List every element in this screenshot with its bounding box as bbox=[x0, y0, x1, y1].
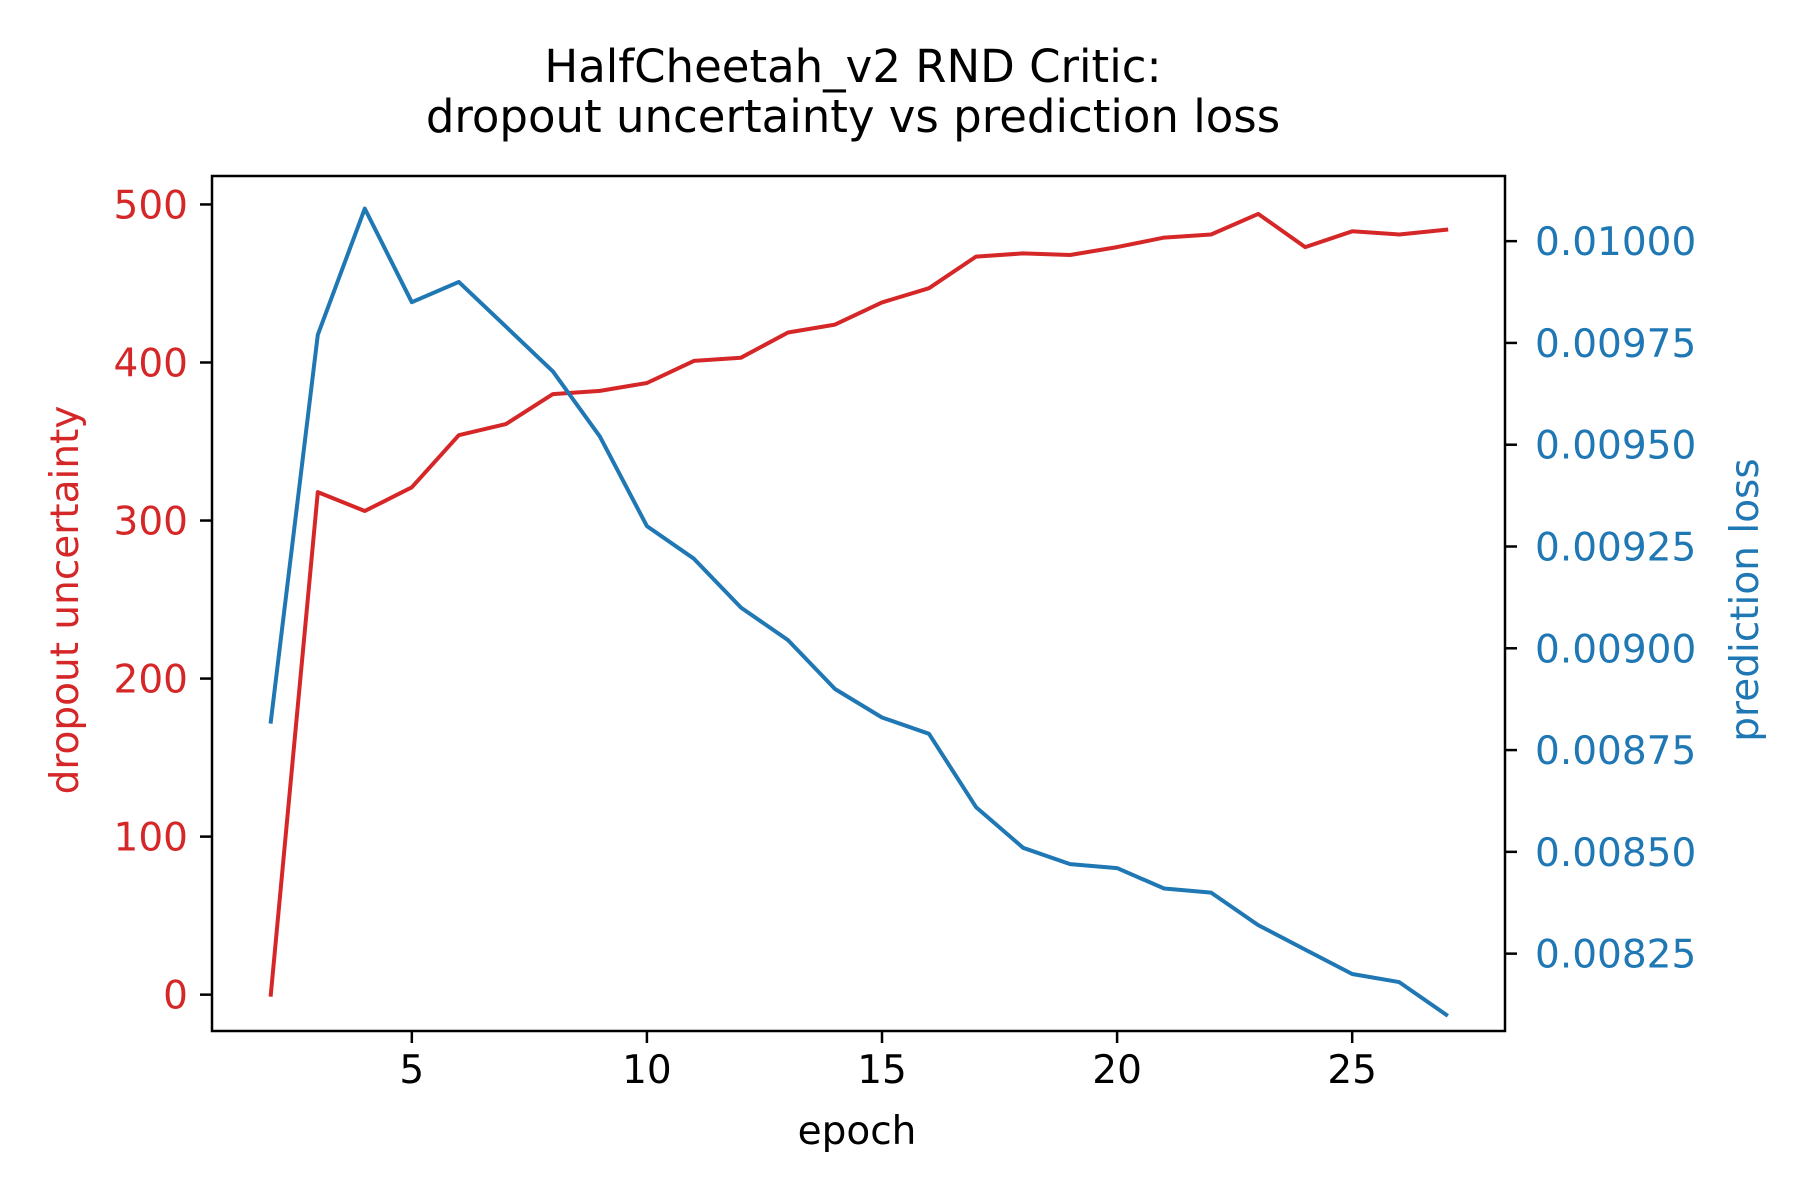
y-right-tick-label: 0.00925 bbox=[1535, 526, 1696, 571]
prediction-loss-line bbox=[268, 206, 1449, 1018]
y-right-tick-label: 0.00975 bbox=[1535, 322, 1696, 367]
y-axis-left-label: dropout uncertainty bbox=[43, 406, 88, 795]
y-left-tick-label: 0 bbox=[163, 974, 188, 1019]
y-left-tick-label: 400 bbox=[114, 341, 188, 386]
y-right-tick-label: 0.01000 bbox=[1535, 220, 1696, 265]
axes-frame bbox=[210, 174, 1507, 1033]
x-axis-label: epoch bbox=[798, 1109, 917, 1154]
x-tick-label: 20 bbox=[1092, 1048, 1142, 1093]
y-right-tick-label: 0.00825 bbox=[1535, 933, 1696, 978]
x-tick-label: 15 bbox=[857, 1048, 907, 1093]
x-tick-label: 25 bbox=[1327, 1048, 1377, 1093]
y-right-tick-label: 0.00900 bbox=[1535, 627, 1696, 672]
x-tick-label: 10 bbox=[622, 1048, 672, 1093]
dropout-uncertainty-line bbox=[268, 211, 1449, 997]
plot-area: 5 10 15 20 25 0 100 200 300 400 500 0.00825 0.00850 0… bbox=[114, 174, 1696, 1093]
y-left-tick-label: 500 bbox=[114, 183, 188, 228]
y-right-tick-label: 0.00875 bbox=[1535, 729, 1696, 774]
chart-title-line-1: HalfCheetah_v2 RND Critic: bbox=[544, 40, 1161, 93]
y-right-tick-label: 0.00950 bbox=[1535, 424, 1696, 469]
y-axis-right-label: prediction loss bbox=[1723, 458, 1768, 741]
y-left-tick-label: 200 bbox=[114, 658, 188, 703]
x-tick-label: 5 bbox=[399, 1048, 424, 1093]
y-right-tick-label: 0.00850 bbox=[1535, 831, 1696, 876]
y-left-tick-label: 300 bbox=[114, 500, 188, 545]
chart-title-line-2: dropout uncertainty vs prediction loss bbox=[426, 90, 1280, 143]
y-left-tick-label: 100 bbox=[114, 816, 188, 861]
